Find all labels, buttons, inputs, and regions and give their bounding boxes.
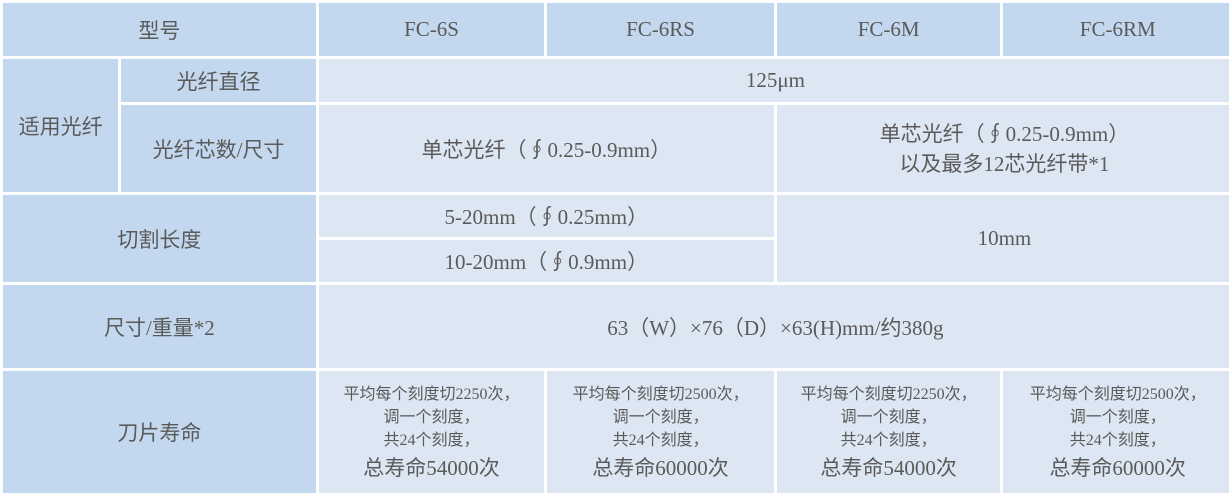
blade-life-line: 平均每个刻度切2500次， (1029, 385, 1206, 403)
fiber-core-ribbon-line2: 以及最多12芯光纤带*1 (899, 151, 1110, 176)
blade-life-line: 平均每个刻度切2500次， (572, 385, 749, 403)
blade-life-total: 总寿命60000次 (592, 455, 729, 480)
blade-life-fc-6s: 平均每个刻度切2250次， 调一个刻度， 共24个刻度， 总寿命54000次 (318, 371, 545, 493)
blade-life-row: 刀片寿命 平均每个刻度切2250次， 调一个刻度， 共24个刻度， 总寿命540… (3, 371, 1229, 493)
blade-life-line: 调一个刻度， (383, 408, 480, 426)
blade-life-total: 总寿命60000次 (1049, 455, 1186, 480)
blade-life-line: 平均每个刻度切2250次， (343, 385, 520, 403)
size-weight-row: 尺寸/重量*2 63（W）×76（D）×63(H)mm/约380g (3, 285, 1229, 368)
size-weight-value: 63（W）×76（D）×63(H)mm/约380g (318, 285, 1229, 368)
cleave-length-row-2: 10-20mm（∮0.9mm） (3, 240, 1229, 282)
header-model-label: 型号 (3, 3, 316, 56)
cleave-length-025-value: 5-20mm（∮0.25mm） (318, 195, 774, 237)
size-weight-label: 尺寸/重量*2 (3, 285, 316, 368)
blade-life-line: 调一个刻度， (840, 408, 937, 426)
cleave-length-ribbon-value: 10mm (776, 195, 1229, 282)
fiber-diameter-label: 光纤直径 (121, 59, 316, 102)
cleave-length-09-value: 10-20mm（∮0.9mm） (318, 240, 774, 282)
blade-life-line: 平均每个刻度切2250次， (800, 385, 977, 403)
header-model-fc-6rm: FC-6RM (1003, 3, 1229, 56)
fiber-core-ribbon-line1: 单芯光纤（∮0.25-0.9mm） (879, 121, 1130, 146)
fiber-core-row: 光纤芯数/尺寸 单芯光纤（∮0.25-0.9mm） 单芯光纤（∮0.25-0.9… (3, 105, 1229, 192)
blade-life-fc-6rs: 平均每个刻度切2500次， 调一个刻度， 共24个刻度， 总寿命60000次 (547, 371, 774, 493)
blade-life-line: 共24个刻度， (383, 431, 480, 449)
cleave-length-label: 切割长度 (3, 195, 316, 282)
fiber-diameter-row: 适用光纤 光纤直径 125μm (3, 59, 1229, 192)
header-row: 型号 FC-6S FC-6RS FC-6M FC-6RM (3, 3, 1229, 56)
fiber-core-label: 光纤芯数/尺寸 (121, 105, 316, 192)
fiber-core-ribbon-value: 单芯光纤（∮0.25-0.9mm） 以及最多12芯光纤带*1 (776, 105, 1229, 192)
header-model-fc-6s: FC-6S (318, 3, 545, 56)
blade-life-line: 调一个刻度， (1069, 408, 1166, 426)
header-model-fc-6m: FC-6M (776, 3, 1001, 56)
blade-life-line: 调一个刻度， (612, 408, 709, 426)
fiber-group-label: 适用光纤 (3, 59, 119, 192)
blade-life-line: 共24个刻度， (612, 431, 709, 449)
blade-life-line: 共24个刻度， (840, 431, 937, 449)
blade-life-fc-6rm: 平均每个刻度切2500次， 调一个刻度， 共24个刻度， 总寿命60000次 (1003, 371, 1229, 493)
blade-life-line: 共24个刻度， (1069, 431, 1166, 449)
blade-life-label: 刀片寿命 (3, 371, 316, 493)
blade-life-fc-6m: 平均每个刻度切2250次， 调一个刻度， 共24个刻度， 总寿命54000次 (776, 371, 1001, 493)
blade-life-total: 总寿命54000次 (363, 455, 500, 480)
fiber-core-single-value: 单芯光纤（∮0.25-0.9mm） (318, 105, 774, 192)
blade-life-total: 总寿命54000次 (820, 455, 957, 480)
header-model-fc-6rs: FC-6RS (547, 3, 774, 56)
cleave-length-row-1: 切割长度 5-20mm（∮0.25mm） 10mm (3, 195, 1229, 282)
fiber-diameter-value: 125μm (318, 59, 1229, 102)
